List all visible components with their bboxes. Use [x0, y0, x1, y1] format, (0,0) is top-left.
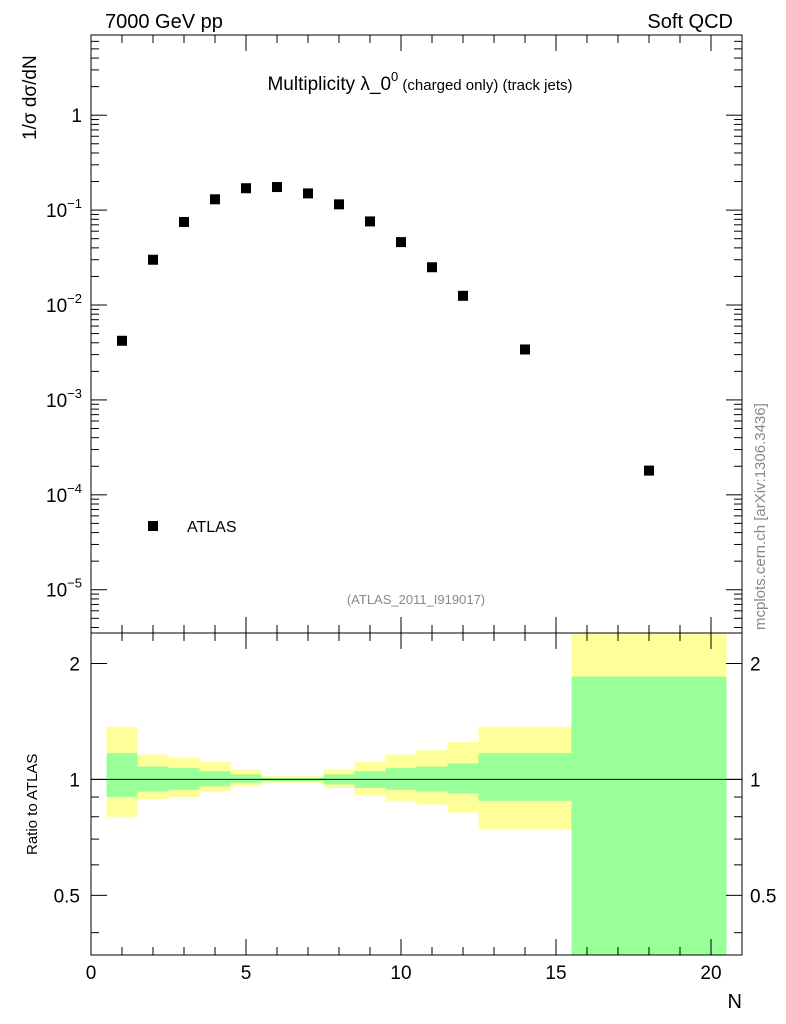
data-point [117, 335, 127, 346]
y-tick-label-exp: −1 [67, 196, 82, 211]
plot-title-suffix: (charged only) (track jets) [398, 77, 572, 94]
y-tick-label-base: 10 [46, 391, 67, 412]
ratio-y-tick-label-left: 0.5 [54, 886, 80, 907]
ratio-y-tick-labels: 0.5 0.5 1 1 2 2 [54, 654, 777, 907]
ratio-y-axis-label: Ratio to ATLAS [24, 754, 41, 855]
y-tick-label: 10−3 [46, 386, 82, 412]
data-point [396, 237, 406, 248]
data-point [241, 183, 251, 194]
ratio-y-tick-label-right: 2 [750, 654, 761, 675]
ratio-panel: 0.5 0.5 1 1 2 2 0 5 10 15 20 Ratio to ATLAS N [24, 632, 777, 1013]
y-tick-label: 10−5 [46, 576, 82, 602]
data-point [210, 194, 220, 205]
x-tick-label: 20 [700, 963, 721, 984]
main-markers [117, 182, 654, 476]
ratio-bands [106, 633, 727, 955]
y-tick-label: 10−1 [46, 196, 82, 222]
data-point [303, 188, 313, 199]
green-band [478, 753, 572, 801]
main-y-axis-label: 1/σ dσ/dN [20, 55, 41, 140]
green-band [106, 753, 138, 798]
data-point [520, 344, 530, 355]
x-tick-label: 5 [241, 963, 252, 984]
ratio-y-tick-label-left: 2 [69, 654, 80, 675]
data-point [272, 182, 282, 193]
data-point [458, 290, 468, 301]
y-tick-label-exp: −3 [67, 386, 82, 401]
header-right: Soft QCD [647, 11, 733, 33]
green-band [199, 771, 231, 787]
y-tick-label-base: 10 [46, 486, 67, 507]
data-point [148, 254, 158, 265]
x-axis-label: N [728, 991, 742, 1013]
ratio-y-tick-label-left: 1 [69, 770, 80, 791]
legend-marker-atlas [148, 521, 158, 531]
data-point [365, 216, 375, 227]
legend-label-atlas: ATLAS [187, 519, 237, 536]
y-tick-label-base: 10 [46, 201, 67, 222]
y-tick-label: 10−4 [46, 481, 82, 507]
ratio-x-ticks [90, 633, 743, 955]
main-y-tick-labels: 110−110−210−310−410−5 [46, 106, 82, 602]
main-panel: 110−110−210−310−410−5 Multiplicity λ_00 … [20, 34, 743, 634]
y-tick-label-exp: −4 [67, 481, 82, 496]
x-tick-label: 15 [545, 963, 566, 984]
plot-title: Multiplicity λ_00 (charged only) (track … [267, 69, 572, 95]
analysis-id: (ATLAS_2011_I919017) [347, 592, 485, 607]
green-band [571, 676, 727, 955]
y-tick-label-base: 10 [46, 581, 67, 602]
ratio-y-tick-label-right: 0.5 [750, 886, 776, 907]
data-point [179, 216, 189, 227]
plot-title-main: Multiplicity λ_0 [267, 74, 391, 95]
ratio-y-tick-label-right: 1 [750, 770, 761, 791]
header-left: 7000 GeV pp [105, 11, 223, 33]
plot-title-sup: 0 [391, 69, 398, 84]
ratio-frame [90, 632, 743, 956]
main-x-ticks [90, 35, 743, 633]
x-tick-label: 10 [390, 963, 411, 984]
main-y-ticks [91, 34, 742, 628]
green-band [230, 774, 262, 783]
data-point [644, 465, 654, 476]
green-band [447, 763, 479, 794]
y-tick-label: 1 [71, 106, 82, 127]
y-tick-label-exp: −2 [67, 291, 82, 306]
data-point [334, 199, 344, 210]
main-frame [90, 34, 743, 634]
x-tick-labels: 0 5 10 15 20 [86, 963, 722, 984]
ratio-y-ticks [91, 662, 742, 934]
y-tick-label: 10−2 [46, 291, 82, 317]
data-point [427, 262, 437, 273]
y-tick-label-exp: −5 [67, 576, 82, 591]
watermark: mcplots.cern.ch [arXiv:1306.3436] [752, 403, 769, 630]
y-tick-label-base: 10 [46, 296, 67, 317]
x-tick-label: 0 [86, 963, 97, 984]
y-tick-label-base: 1 [71, 106, 82, 127]
